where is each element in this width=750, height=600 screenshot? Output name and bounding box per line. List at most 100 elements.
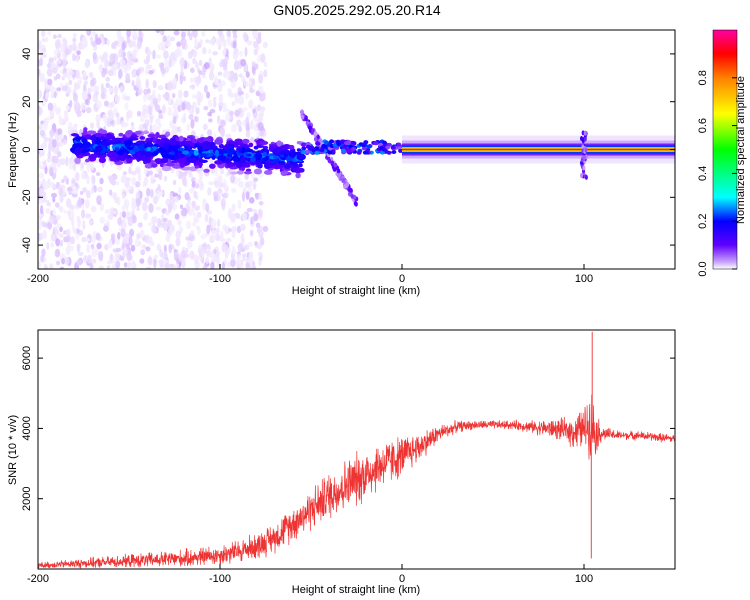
noise-blob xyxy=(249,87,254,94)
noise-blob xyxy=(203,62,210,70)
noise-blob xyxy=(205,203,210,213)
snr-x-ticks: -200 -100 0 100 xyxy=(27,564,593,585)
noise-blob xyxy=(113,40,119,46)
noise-blob xyxy=(207,187,212,196)
carrier-blob xyxy=(146,141,152,146)
noise-blob xyxy=(147,170,154,176)
noise-blob xyxy=(48,139,53,150)
branch-blob xyxy=(341,178,345,184)
noise-blob xyxy=(81,209,86,219)
carrier-blob xyxy=(290,166,297,173)
noise-blob xyxy=(158,170,163,181)
noise-blob xyxy=(233,72,238,82)
noise-blob xyxy=(134,237,139,248)
carrier-blob xyxy=(319,148,325,153)
carrier-blob xyxy=(226,153,233,158)
carrier-blob xyxy=(74,147,85,151)
carrier-blob xyxy=(390,145,396,150)
noise-blob xyxy=(224,225,231,235)
noise-blob xyxy=(230,123,237,133)
noise-blob xyxy=(121,205,126,212)
disturbance-blob xyxy=(584,147,588,153)
noise-blob xyxy=(250,216,254,225)
noise-blob xyxy=(92,51,97,61)
noise-blob xyxy=(49,263,54,269)
noise-blob xyxy=(232,41,237,49)
noise-blob xyxy=(56,151,62,158)
noise-blob xyxy=(172,110,179,116)
noise-blob xyxy=(225,133,232,140)
snr-x-label: Height of straight line (km) xyxy=(292,584,420,596)
x-tick-label: -200 xyxy=(27,273,49,285)
carrier-blob xyxy=(259,141,269,145)
noise-blob xyxy=(246,112,251,119)
noise-blob xyxy=(178,89,183,100)
noise-blob xyxy=(239,223,246,232)
noise-blob xyxy=(124,182,130,188)
noise-blob xyxy=(217,82,223,92)
noise-blob xyxy=(99,177,104,185)
noise-blob xyxy=(47,31,52,36)
noise-blob xyxy=(151,124,158,133)
noise-blob xyxy=(38,260,41,269)
noise-blob xyxy=(122,220,127,230)
noise-blob xyxy=(237,63,242,69)
noise-blob xyxy=(84,60,89,69)
noise-blob xyxy=(175,171,180,177)
noise-blob xyxy=(69,208,75,218)
noise-blob xyxy=(101,72,106,78)
noise-blob xyxy=(163,244,167,253)
noise-blob xyxy=(49,166,54,177)
noise-blob xyxy=(148,203,154,213)
carrier-blob xyxy=(214,149,219,156)
noise-blob xyxy=(229,92,234,99)
noise-blob xyxy=(256,131,260,139)
noise-blob xyxy=(80,171,87,180)
noise-blob xyxy=(206,224,211,235)
branch-blob xyxy=(333,162,338,168)
noise-blob xyxy=(124,95,130,101)
noise-blob xyxy=(237,243,244,253)
noise-blob xyxy=(234,96,240,104)
noise-blob xyxy=(263,61,268,68)
carrier-blob xyxy=(385,145,391,150)
noise-blob xyxy=(110,101,115,108)
noise-blob xyxy=(172,179,177,186)
noise-blob xyxy=(41,99,46,107)
noise-blob xyxy=(105,219,110,226)
noise-blob xyxy=(76,228,80,234)
colorbar-tick-label: 0.2 xyxy=(697,214,709,229)
carrier-blob xyxy=(366,144,372,149)
noise-blob xyxy=(92,31,96,37)
noise-blob xyxy=(152,225,156,235)
noise-blob xyxy=(89,79,95,88)
carrier-blob xyxy=(174,151,179,157)
noise-blob xyxy=(95,90,100,96)
carrier-blob xyxy=(170,145,179,151)
carrier-blob xyxy=(75,135,81,142)
noise-blob xyxy=(90,122,95,130)
noise-blob xyxy=(255,193,260,200)
noise-blob xyxy=(48,215,55,225)
carrier-blob xyxy=(126,157,133,164)
disturbance-blob xyxy=(583,136,587,142)
noise-blob xyxy=(227,88,232,93)
noise-blob xyxy=(174,49,180,58)
noise-blob xyxy=(91,247,97,258)
noise-blob xyxy=(226,30,231,38)
noise-blob xyxy=(85,213,92,219)
noise-blob xyxy=(155,118,161,125)
noise-blob xyxy=(256,54,261,64)
carrier-blob xyxy=(351,146,357,151)
carrier-blob xyxy=(396,142,402,147)
branch-blob xyxy=(300,109,304,115)
noise-blob xyxy=(97,186,103,193)
noise-blob xyxy=(70,236,75,245)
noise-blob xyxy=(257,208,263,218)
branch-blob xyxy=(300,114,305,120)
noise-blob xyxy=(231,187,237,193)
noise-blob xyxy=(238,73,243,78)
branch-blob xyxy=(313,131,318,136)
carrier-blob xyxy=(296,153,306,161)
